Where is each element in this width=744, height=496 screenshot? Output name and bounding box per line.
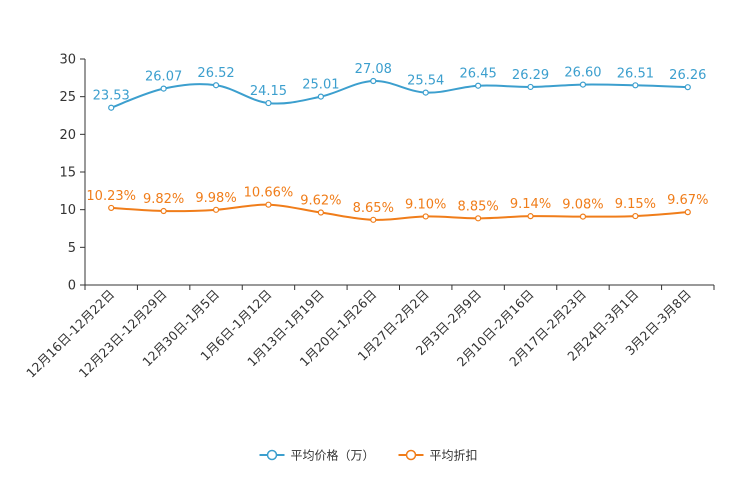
- data-point[interactable]: [108, 104, 115, 111]
- data-label: 26.45: [460, 67, 497, 82]
- x-tick-label: 12月16日-12月22日: [23, 287, 117, 381]
- series-line-0: [110, 79, 688, 109]
- data-point[interactable]: [212, 206, 220, 213]
- data-label: 26.07: [145, 70, 182, 85]
- data-point[interactable]: [422, 213, 429, 220]
- legend-label: 平均折扣: [430, 448, 478, 463]
- series-line-1: [111, 203, 688, 221]
- data-point[interactable]: [422, 89, 429, 96]
- data-label: 9.10%: [405, 197, 446, 212]
- data-label: 9.08%: [562, 198, 603, 213]
- data-point[interactable]: [317, 209, 324, 216]
- data-label: 10.23%: [86, 189, 136, 204]
- data-point[interactable]: [370, 77, 377, 85]
- data-label: 8.85%: [457, 199, 498, 214]
- y-tick-label: 30: [59, 53, 76, 68]
- data-label: 25.54: [407, 74, 444, 89]
- data-label: 26.29: [512, 68, 549, 83]
- legend-label: 平均价格（万）: [291, 448, 375, 463]
- data-point[interactable]: [684, 209, 691, 216]
- legend-marker-icon: [266, 449, 278, 461]
- data-label: 8.65%: [353, 201, 394, 216]
- data-label: 25.01: [302, 78, 339, 93]
- data-point[interactable]: [579, 81, 587, 88]
- data-label: 9.82%: [143, 192, 184, 207]
- y-tick-label: 5: [68, 241, 76, 256]
- x-tick-label: 12月23日-12月29日: [76, 287, 170, 381]
- y-tick-label: 25: [59, 90, 76, 105]
- data-label: 26.52: [197, 66, 234, 81]
- data-point[interactable]: [475, 215, 482, 222]
- data-label: 27.08: [355, 62, 392, 77]
- legend-item-1[interactable]: 平均折扣: [398, 448, 478, 463]
- data-label: 26.26: [669, 68, 706, 83]
- data-point[interactable]: [527, 83, 534, 91]
- y-tick-label: 15: [59, 166, 76, 181]
- data-label: 24.15: [250, 84, 287, 99]
- data-point[interactable]: [160, 85, 167, 92]
- legend[interactable]: 平均价格（万） 平均折扣: [259, 448, 478, 463]
- data-point[interactable]: [370, 216, 377, 223]
- data-point[interactable]: [108, 204, 115, 212]
- data-point[interactable]: [265, 99, 272, 107]
- data-label: 10.66%: [244, 186, 294, 201]
- data-point[interactable]: [632, 82, 639, 89]
- y-tick-label: 10: [59, 203, 76, 218]
- data-point[interactable]: [265, 201, 272, 208]
- data-label: 9.67%: [667, 193, 708, 208]
- data-point[interactable]: [579, 213, 587, 220]
- data-point[interactable]: [212, 82, 220, 89]
- legend-item-0[interactable]: 平均价格（万）: [259, 448, 375, 463]
- data-point[interactable]: [160, 207, 167, 215]
- series-layer: [108, 77, 691, 223]
- data-label-layer: 23.53 26.07 26.52 24.15 25.01 27.08 25.54 26.45…: [86, 62, 708, 216]
- data-point[interactable]: [527, 213, 534, 220]
- data-point[interactable]: [684, 84, 691, 91]
- data-point[interactable]: [632, 212, 639, 220]
- data-label: 9.14%: [510, 197, 551, 212]
- data-label: 26.51: [617, 66, 654, 81]
- data-label: 9.62%: [300, 194, 341, 209]
- data-point[interactable]: [475, 82, 482, 89]
- data-label: 23.53: [93, 89, 130, 104]
- y-tick-label: 0: [68, 279, 76, 294]
- y-tick-label: 20: [59, 128, 76, 143]
- legend-marker-icon: [405, 449, 417, 461]
- data-label: 26.60: [564, 66, 601, 81]
- data-point[interactable]: [317, 93, 324, 100]
- data-label: 9.15%: [615, 197, 656, 212]
- data-label: 9.98%: [195, 191, 236, 206]
